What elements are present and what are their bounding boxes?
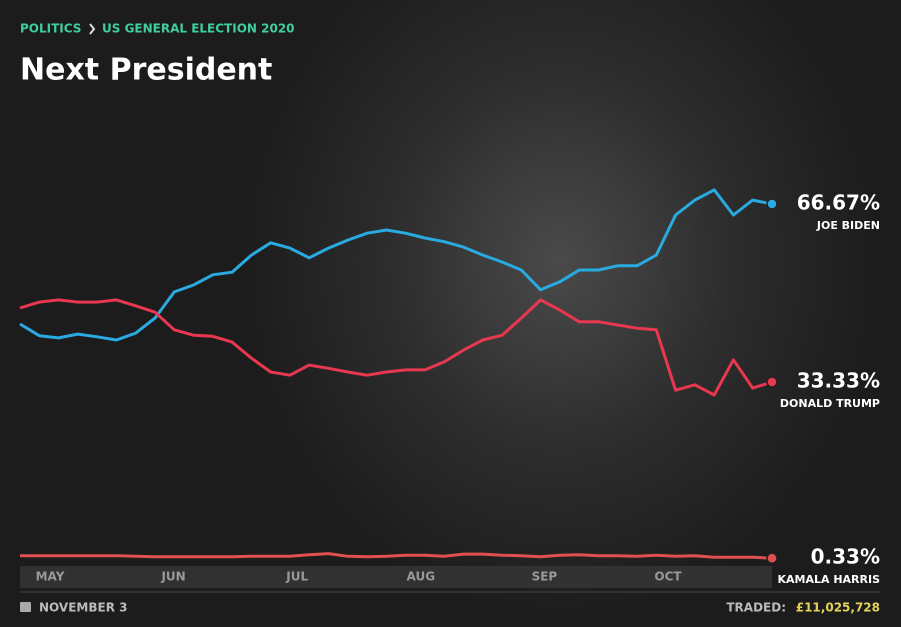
footer-date: NOVEMBER 3: [39, 601, 127, 615]
x-axis-band: [20, 566, 772, 588]
end-dot: [766, 198, 778, 210]
legend-name: JOE BIDEN: [816, 219, 880, 232]
calendar-icon: [20, 602, 31, 612]
breadcrumb-section[interactable]: POLITICS: [20, 22, 81, 36]
legend-name: KAMALA HARRIS: [777, 573, 880, 586]
traded-label: TRADED:: [726, 601, 786, 615]
series-line: [19, 188, 773, 342]
legend-name: DONALD TRUMP: [780, 397, 880, 410]
end-dot: [766, 376, 778, 388]
series-line: [20, 552, 773, 560]
value-label: 66.67%: [797, 190, 880, 214]
x-tick-label: JUL: [285, 570, 308, 584]
x-tick-label: JUN: [160, 570, 185, 584]
value-label: 33.33%: [797, 369, 880, 393]
x-tick-label: AUG: [407, 570, 436, 584]
breadcrumb-page[interactable]: US GENERAL ELECTION 2020: [102, 22, 295, 36]
series-line: [19, 298, 773, 397]
x-tick-label: SEP: [532, 570, 558, 584]
x-tick-label: OCT: [654, 570, 682, 584]
x-tick-label: MAY: [36, 570, 65, 584]
breadcrumb-chevron: [89, 23, 96, 35]
end-dot: [766, 552, 778, 564]
value-label: 0.33%: [811, 545, 880, 569]
traded-amount: £11,025,728: [796, 601, 880, 615]
chart-title: Next President: [20, 53, 272, 88]
